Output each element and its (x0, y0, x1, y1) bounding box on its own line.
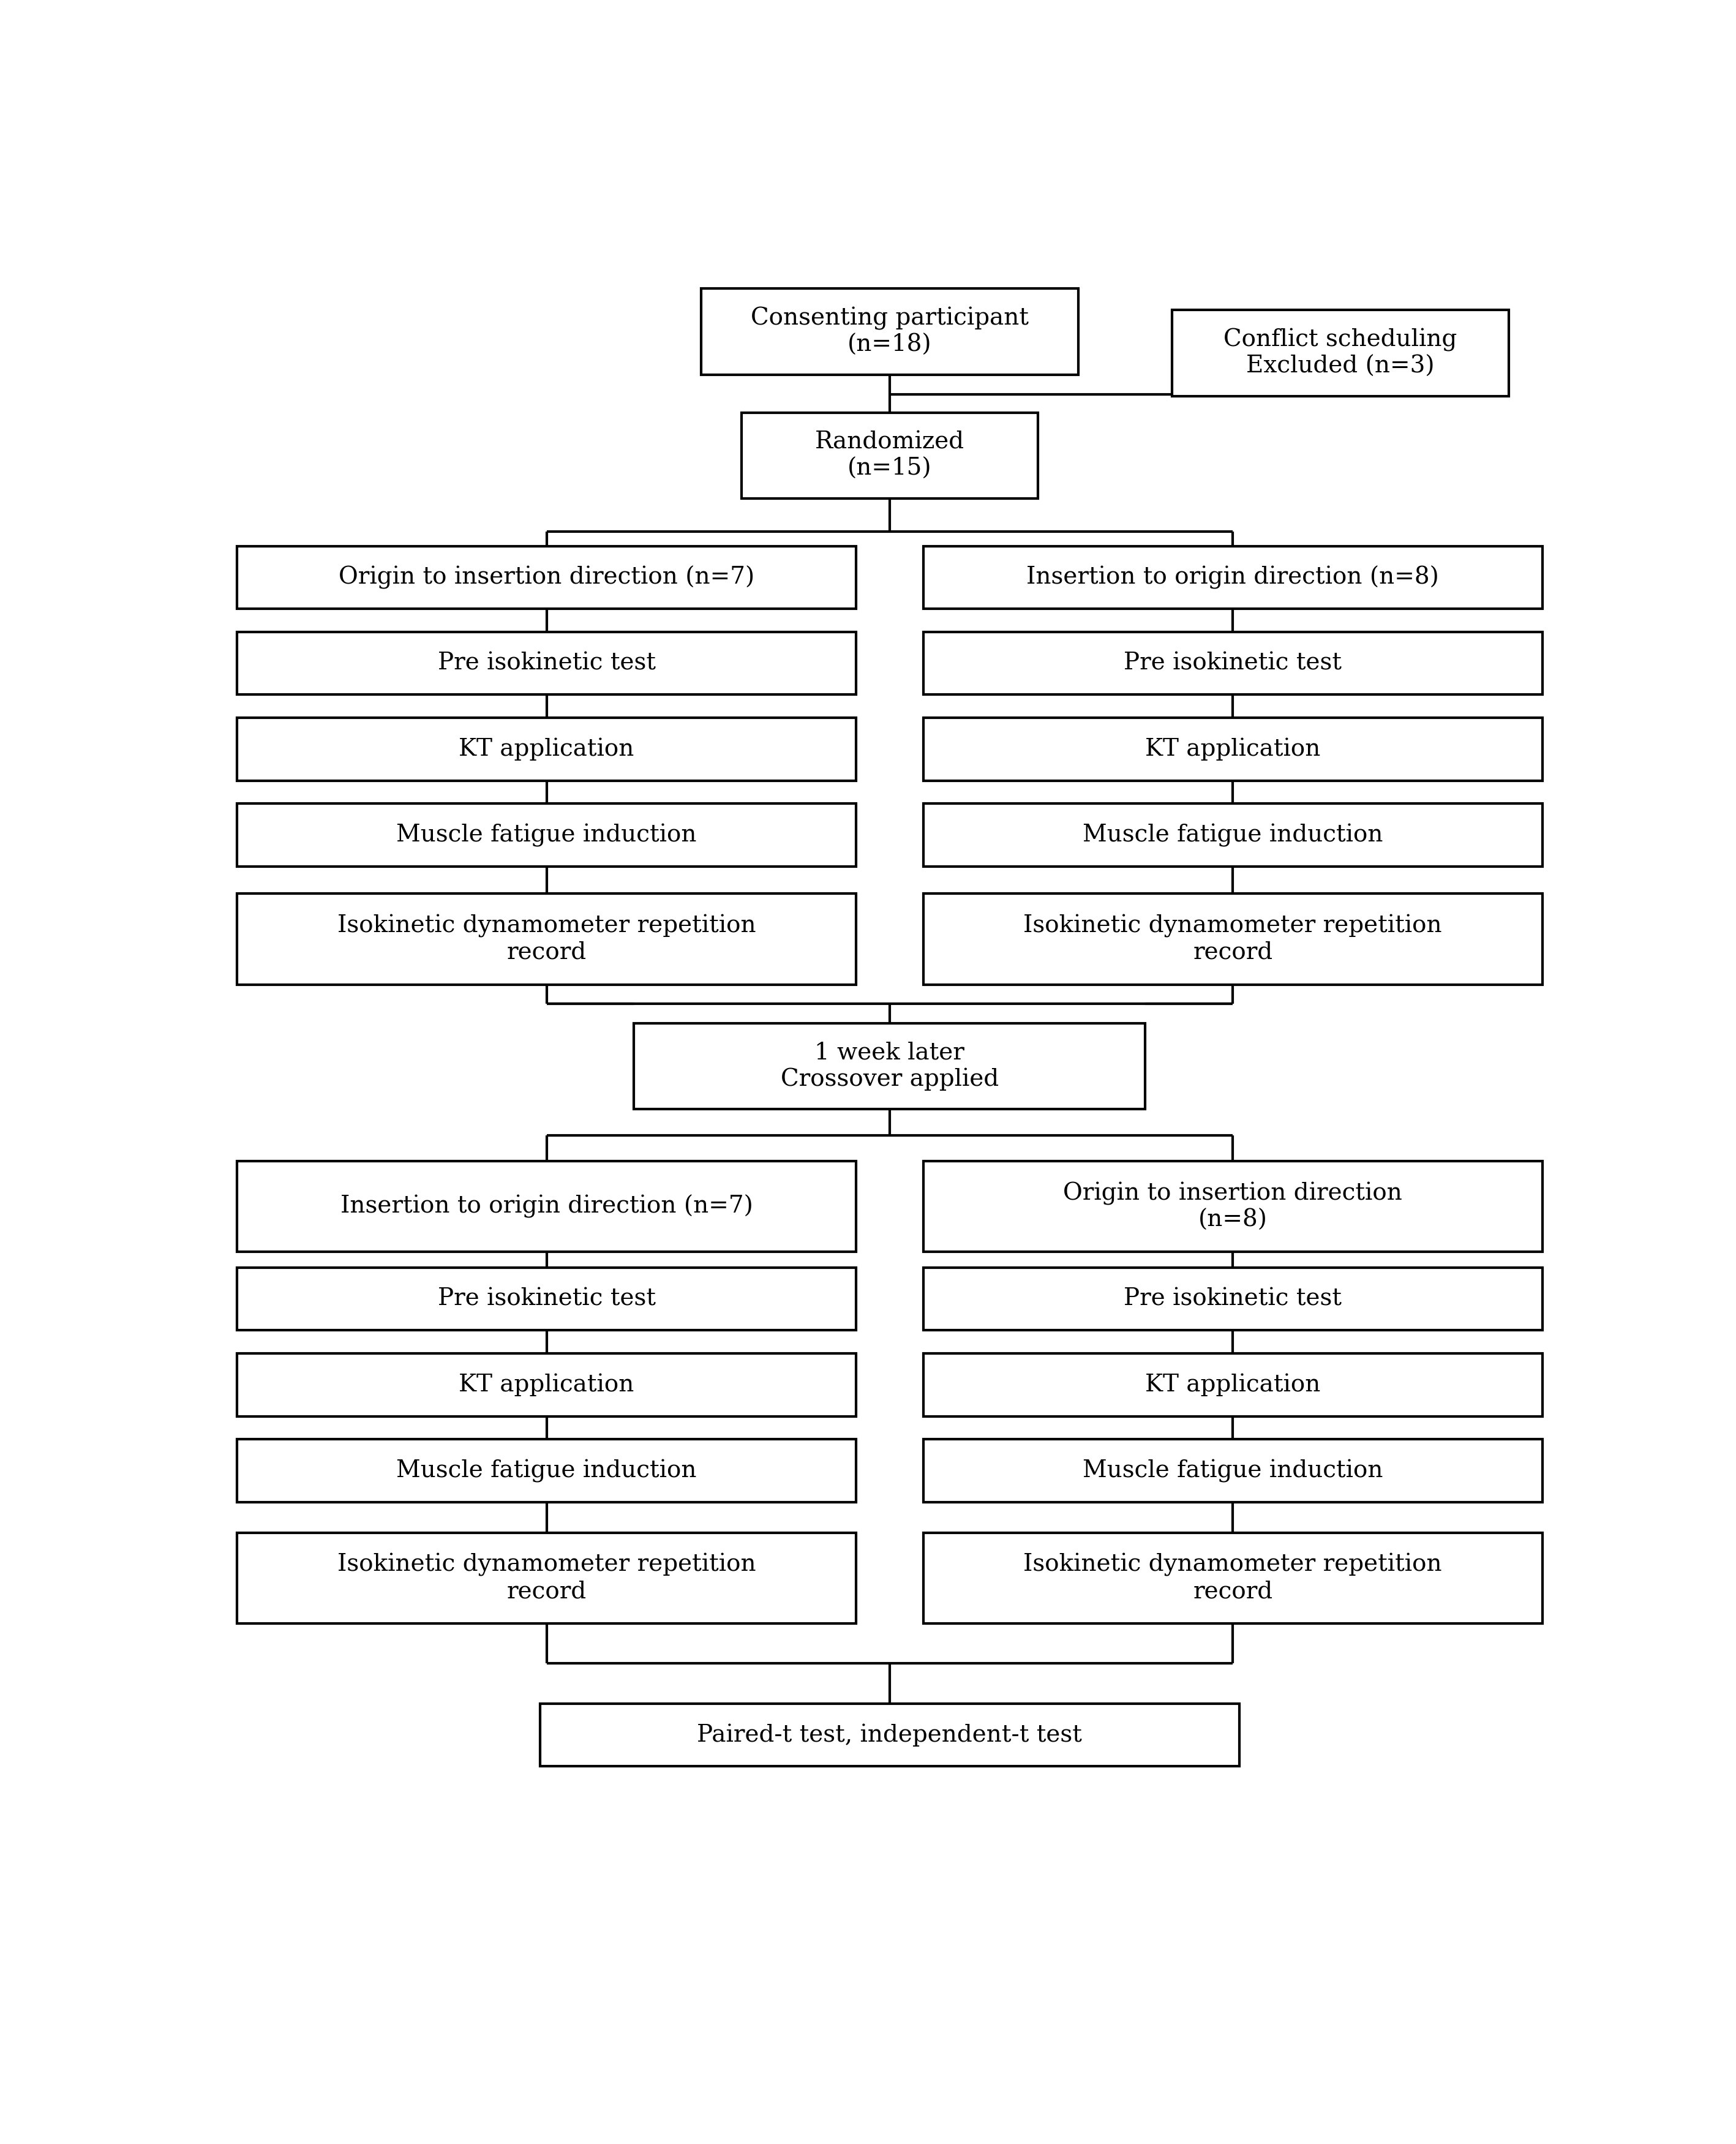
Text: Conflict scheduling
Excluded (n=3): Conflict scheduling Excluded (n=3) (1224, 328, 1457, 377)
Text: Isokinetic dynamometer repetition
record: Isokinetic dynamometer repetition record (337, 913, 755, 965)
Text: KT application: KT application (1146, 738, 1321, 761)
FancyBboxPatch shape (238, 1533, 856, 1623)
FancyBboxPatch shape (1172, 311, 1509, 397)
Text: Muscle fatigue induction: Muscle fatigue induction (396, 1460, 696, 1482)
FancyBboxPatch shape (741, 412, 1038, 497)
Text: Muscle fatigue induction: Muscle fatigue induction (1083, 823, 1384, 847)
Text: KT application: KT application (458, 738, 634, 761)
Text: Pre isokinetic test: Pre isokinetic test (437, 1289, 656, 1310)
Text: Paired-t test, independent-t test: Paired-t test, independent-t test (698, 1724, 1082, 1747)
Text: Pre isokinetic test: Pre isokinetic test (1123, 1289, 1342, 1310)
Text: Consenting participant
(n=18): Consenting participant (n=18) (750, 307, 1029, 356)
Text: Muscle fatigue induction: Muscle fatigue induction (396, 823, 696, 847)
FancyBboxPatch shape (701, 289, 1078, 375)
Text: 1 week later
Crossover applied: 1 week later Crossover applied (781, 1042, 998, 1091)
FancyBboxPatch shape (924, 1533, 1542, 1623)
FancyBboxPatch shape (238, 632, 856, 695)
Text: Pre isokinetic test: Pre isokinetic test (1123, 652, 1342, 675)
FancyBboxPatch shape (924, 1267, 1542, 1329)
FancyBboxPatch shape (238, 1353, 856, 1417)
FancyBboxPatch shape (924, 894, 1542, 984)
FancyBboxPatch shape (238, 718, 856, 780)
Text: Isokinetic dynamometer repetition
record: Isokinetic dynamometer repetition record (337, 1552, 755, 1604)
Text: Origin to insertion direction (n=7): Origin to insertion direction (n=7) (339, 566, 755, 590)
FancyBboxPatch shape (924, 547, 1542, 609)
FancyBboxPatch shape (924, 632, 1542, 695)
Text: Isokinetic dynamometer repetition
record: Isokinetic dynamometer repetition record (1024, 913, 1443, 965)
FancyBboxPatch shape (924, 1353, 1542, 1417)
Text: Insertion to origin direction (n=8): Insertion to origin direction (n=8) (1026, 566, 1439, 590)
Text: KT application: KT application (1146, 1374, 1321, 1396)
FancyBboxPatch shape (634, 1023, 1146, 1108)
Text: KT application: KT application (458, 1374, 634, 1396)
FancyBboxPatch shape (924, 1439, 1542, 1503)
Text: Randomized
(n=15): Randomized (n=15) (814, 431, 965, 480)
Text: Origin to insertion direction
(n=8): Origin to insertion direction (n=8) (1062, 1181, 1403, 1231)
FancyBboxPatch shape (238, 547, 856, 609)
FancyBboxPatch shape (238, 804, 856, 866)
Text: Pre isokinetic test: Pre isokinetic test (437, 652, 656, 675)
FancyBboxPatch shape (540, 1704, 1240, 1767)
FancyBboxPatch shape (924, 718, 1542, 780)
Text: Insertion to origin direction (n=7): Insertion to origin direction (n=7) (340, 1194, 753, 1218)
FancyBboxPatch shape (238, 1439, 856, 1503)
FancyBboxPatch shape (924, 804, 1542, 866)
FancyBboxPatch shape (238, 894, 856, 984)
FancyBboxPatch shape (238, 1162, 856, 1252)
Text: Isokinetic dynamometer repetition
record: Isokinetic dynamometer repetition record (1024, 1552, 1443, 1604)
FancyBboxPatch shape (238, 1267, 856, 1329)
Text: Muscle fatigue induction: Muscle fatigue induction (1083, 1460, 1384, 1482)
FancyBboxPatch shape (924, 1162, 1542, 1252)
